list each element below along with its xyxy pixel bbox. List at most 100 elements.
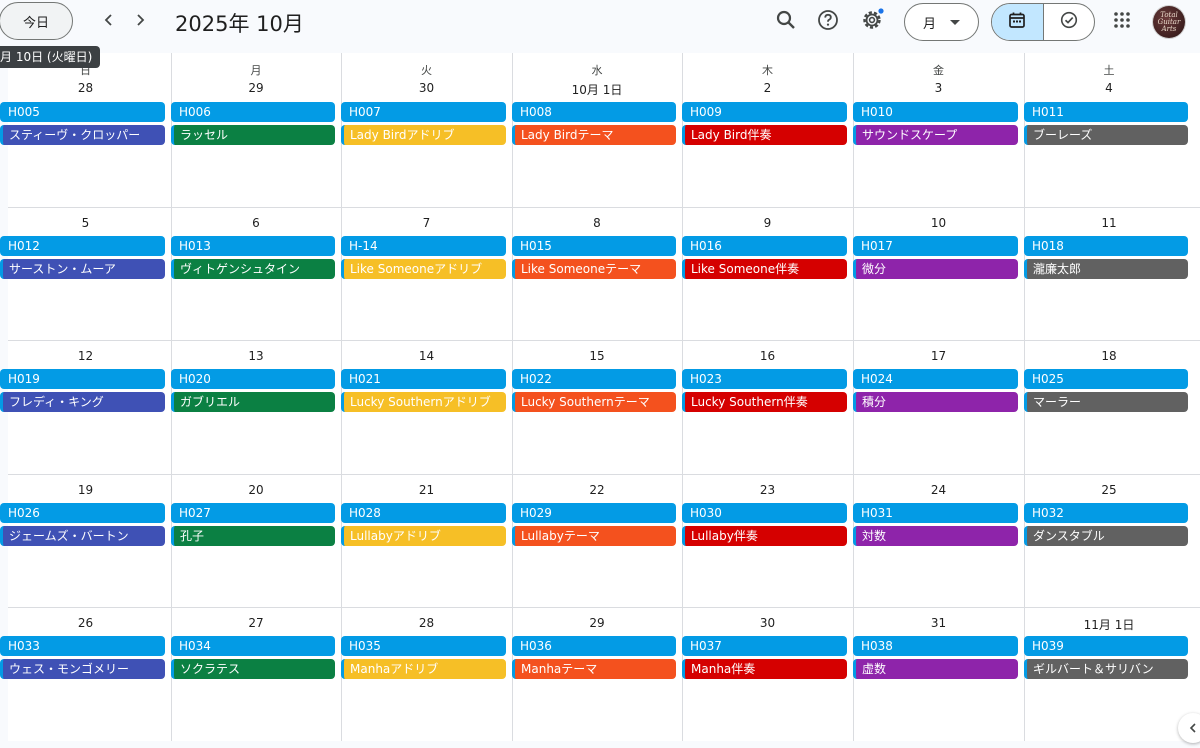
day-number[interactable]: 12 xyxy=(77,349,94,363)
day-number[interactable]: 8 xyxy=(593,216,601,230)
day-cell[interactable]: 2 H009 Lady Bird伴奏 xyxy=(682,53,853,207)
day-number[interactable]: 15 xyxy=(589,349,605,363)
day-cell[interactable]: 21 H028 Lullabyアドリブ xyxy=(341,474,512,607)
day-cell[interactable]: 26 H033 ウェス・モンゴメリー xyxy=(0,607,171,741)
search-button[interactable] xyxy=(773,9,799,35)
day-number[interactable]: 29 xyxy=(589,616,605,630)
event-chip[interactable]: 積分 xyxy=(853,392,1018,412)
day-cell[interactable]: 11 H018 瀧廉太郎 xyxy=(1024,207,1194,340)
event-chip[interactable]: H030 xyxy=(682,503,847,523)
day-number[interactable]: 20 xyxy=(248,483,264,497)
expand-side-panel-button[interactable] xyxy=(1178,713,1200,743)
day-number[interactable]: 28 xyxy=(418,616,435,630)
today-button[interactable]: 今日 xyxy=(0,2,73,40)
event-chip[interactable]: H034 xyxy=(171,636,335,656)
day-cell[interactable]: 30 H007 Lady Birdアドリブ xyxy=(341,53,512,207)
day-cell[interactable]: 22 H029 Lullabyテーマ xyxy=(512,474,682,607)
day-number[interactable]: 7 xyxy=(422,216,431,230)
event-chip[interactable]: H028 xyxy=(341,503,506,523)
event-chip[interactable]: 虚数 xyxy=(853,659,1018,679)
event-chip[interactable]: H005 xyxy=(0,102,165,122)
day-cell[interactable]: 5 H012 サーストン・ムーア xyxy=(0,207,171,340)
day-cell[interactable]: 25 H032 ダンスタブル xyxy=(1024,474,1194,607)
day-cell[interactable]: 23 H030 Lullaby伴奏 xyxy=(682,474,853,607)
event-chip[interactable]: ラッセル xyxy=(171,125,335,145)
event-chip[interactable]: H038 xyxy=(853,636,1018,656)
day-number[interactable]: 9 xyxy=(763,216,772,230)
day-number[interactable]: 13 xyxy=(248,349,264,363)
day-number[interactable]: 3 xyxy=(934,81,943,95)
event-chip[interactable]: サウンドスケープ xyxy=(853,125,1018,145)
day-cell[interactable]: 29 H006 ラッセル xyxy=(171,53,341,207)
event-chip[interactable]: Lullaby伴奏 xyxy=(682,526,847,546)
day-cell[interactable]: 12 H019 フレディ・キング xyxy=(0,340,171,474)
day-number[interactable]: 16 xyxy=(759,349,776,363)
event-chip[interactable]: H031 xyxy=(853,503,1018,523)
event-chip[interactable]: Like Someone伴奏 xyxy=(682,259,847,279)
day-number[interactable]: 4 xyxy=(1105,81,1113,95)
event-chip[interactable]: ダンスタブル xyxy=(1024,526,1188,546)
day-number[interactable]: 10月 1日 xyxy=(571,83,623,97)
event-chip[interactable]: Lady Birdテーマ xyxy=(512,125,676,145)
event-chip[interactable]: フレディ・キング xyxy=(0,392,165,412)
day-number[interactable]: 11月 1日 xyxy=(1083,618,1135,632)
event-chip[interactable]: ジェームズ・バートン xyxy=(0,526,165,546)
event-chip[interactable]: H007 xyxy=(341,102,506,122)
event-chip[interactable]: ガブリエル xyxy=(171,392,335,412)
event-chip[interactable]: ソクラテス xyxy=(171,659,335,679)
day-cell[interactable]: 20 H027 孔子 xyxy=(171,474,341,607)
day-cell[interactable]: 4 H011 ブーレーズ xyxy=(1024,53,1194,207)
day-number[interactable]: 2 xyxy=(763,81,772,95)
event-chip[interactable]: Lullabyアドリブ xyxy=(341,526,506,546)
day-cell[interactable]: 14 H021 Lucky Southernアドリブ xyxy=(341,340,512,474)
event-chip[interactable]: H010 xyxy=(853,102,1018,122)
day-number[interactable]: 28 xyxy=(77,81,94,95)
event-chip[interactable]: H023 xyxy=(682,369,847,389)
day-cell[interactable]: 3 H010 サウンドスケープ xyxy=(853,53,1024,207)
day-number[interactable]: 18 xyxy=(1101,349,1117,363)
day-number[interactable]: 22 xyxy=(589,483,605,497)
day-cell[interactable]: 28 H005 スティーヴ・クロッパー xyxy=(0,53,171,207)
event-chip[interactable]: H024 xyxy=(853,369,1018,389)
event-chip[interactable]: ギルバート＆サリバン xyxy=(1024,659,1188,679)
day-cell[interactable]: 19 H026 ジェームズ・バートン xyxy=(0,474,171,607)
settings-button[interactable] xyxy=(859,8,885,35)
day-number[interactable]: 10 xyxy=(930,216,947,230)
day-cell[interactable]: 27 H034 ソクラテス xyxy=(171,607,341,741)
event-chip[interactable]: Lady Birdアドリブ xyxy=(341,125,506,145)
event-chip[interactable]: Like Someoneアドリブ xyxy=(341,259,506,279)
day-number[interactable]: 30 xyxy=(418,81,435,95)
event-chip[interactable]: Lucky Southern伴奏 xyxy=(682,392,847,412)
previous-month-button[interactable] xyxy=(97,10,121,34)
day-number[interactable]: 5 xyxy=(81,216,90,230)
day-cell[interactable]: 13 H020 ガブリエル xyxy=(171,340,341,474)
event-chip[interactable]: H-14 xyxy=(341,236,506,256)
calendar-view-button[interactable] xyxy=(992,4,1044,40)
day-cell[interactable]: 6 H013 ヴィトゲンシュタイン xyxy=(171,207,341,340)
event-chip[interactable]: 微分 xyxy=(853,259,1018,279)
event-chip[interactable]: H026 xyxy=(0,503,165,523)
event-chip[interactable]: H015 xyxy=(512,236,676,256)
event-chip[interactable]: Lullabyテーマ xyxy=(512,526,676,546)
day-cell[interactable]: 15 H022 Lucky Southernテーマ xyxy=(512,340,682,474)
day-number[interactable]: 11 xyxy=(1101,216,1117,230)
event-chip[interactable]: 孔子 xyxy=(171,526,335,546)
next-month-button[interactable] xyxy=(128,10,152,34)
event-chip[interactable]: H013 xyxy=(171,236,335,256)
event-chip[interactable]: H037 xyxy=(682,636,847,656)
event-chip[interactable]: Manha伴奏 xyxy=(682,659,847,679)
event-chip[interactable]: Manhaテーマ xyxy=(512,659,676,679)
day-number[interactable]: 19 xyxy=(77,483,94,497)
event-chip[interactable]: H036 xyxy=(512,636,676,656)
event-chip[interactable]: H020 xyxy=(171,369,335,389)
event-chip[interactable]: サーストン・ムーア xyxy=(0,259,165,279)
event-chip[interactable]: H006 xyxy=(171,102,335,122)
avatar[interactable]: Total Guitar Arts xyxy=(1153,6,1185,38)
event-chip[interactable]: 対数 xyxy=(853,526,1018,546)
day-number[interactable]: 25 xyxy=(1101,483,1117,497)
day-cell[interactable]: 16 H023 Lucky Southern伴奏 xyxy=(682,340,853,474)
view-selector[interactable]: 月 xyxy=(904,3,979,41)
event-chip[interactable]: ウェス・モンゴメリー xyxy=(0,659,165,679)
day-cell[interactable]: 28 H035 Manhaアドリブ xyxy=(341,607,512,741)
event-chip[interactable]: H012 xyxy=(0,236,165,256)
